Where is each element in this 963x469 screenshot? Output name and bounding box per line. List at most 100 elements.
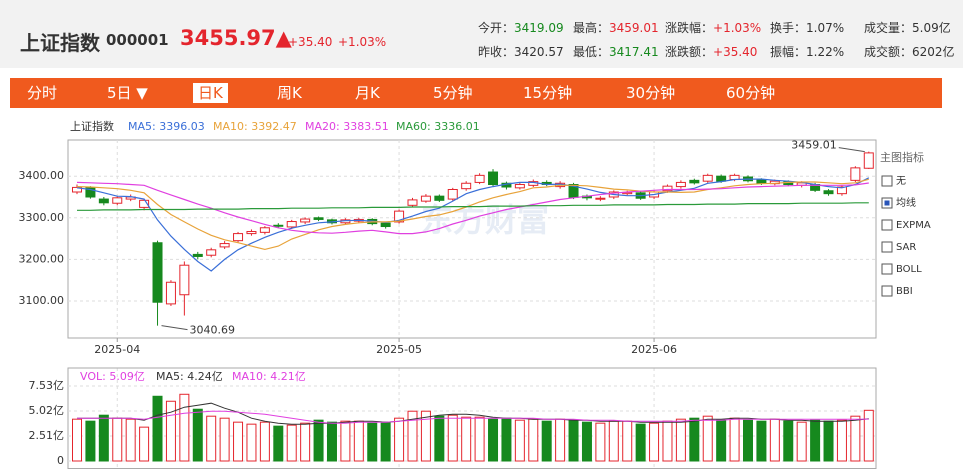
candle-body — [514, 184, 525, 189]
volume-bar — [206, 415, 217, 462]
volume-bar — [836, 419, 847, 462]
tab[interactable]: 分时 — [27, 84, 58, 102]
candle-body — [863, 152, 874, 169]
volume-bar — [743, 419, 753, 462]
volume-bar — [300, 422, 311, 462]
candle-body — [72, 186, 82, 193]
stat-label: 成交额： — [864, 45, 913, 59]
candle-body — [394, 210, 405, 223]
candle-body — [233, 233, 244, 242]
volume-bar — [555, 418, 566, 462]
volume-bar — [380, 421, 391, 462]
volume-bar — [501, 417, 512, 462]
candle-body — [595, 197, 606, 200]
checkbox[interactable] — [881, 175, 893, 187]
volume-bar — [635, 423, 646, 462]
volume-bar — [112, 417, 123, 462]
volume-ma-line — [77, 402, 869, 425]
volume-bar — [407, 410, 418, 462]
ma-line — [76, 181, 869, 235]
volume-bar — [125, 418, 136, 462]
tab[interactable]: 月K — [355, 84, 380, 102]
stat-value: 3419.09 — [514, 21, 564, 35]
tab[interactable]: 周K — [277, 84, 302, 102]
tab[interactable]: 15分钟 — [523, 84, 573, 102]
tab[interactable]: 60分钟 — [726, 84, 776, 102]
candle-body — [702, 174, 713, 182]
volume-bar — [863, 409, 874, 462]
volume-bar — [850, 415, 861, 462]
candle-body — [836, 186, 847, 195]
checkbox[interactable] — [881, 263, 893, 275]
stat: 今开：3419.09 — [478, 19, 564, 36]
stat: 昨收：3420.57 — [478, 43, 564, 60]
volume-bar — [796, 421, 807, 462]
stat-value: 1.22% — [806, 45, 845, 59]
volume-bar — [581, 421, 592, 462]
stat: 成交额：6202亿 — [864, 43, 955, 60]
volume-bar — [823, 420, 834, 462]
stat-label: 最高： — [573, 21, 610, 35]
volume-bar — [702, 415, 713, 462]
annotation-arrow — [161, 325, 188, 331]
candle-body — [380, 222, 391, 228]
volume-bar — [219, 417, 230, 462]
volume-bar — [434, 415, 445, 462]
tab[interactable]: 日K — [193, 83, 228, 103]
volume-bar — [622, 420, 633, 462]
candle-body — [219, 243, 230, 248]
change-pct: +1.03% — [338, 35, 387, 49]
volume-bar — [729, 417, 740, 462]
ma-line — [76, 177, 870, 272]
stat-value: 3420.57 — [514, 45, 564, 59]
legend-title: 上证指数 — [70, 119, 114, 133]
stat: 最低：3417.41 — [573, 43, 659, 60]
tab[interactable]: 5日 ▼ — [107, 84, 148, 102]
tab[interactable]: 5分钟 — [433, 84, 473, 102]
candle-body — [300, 218, 311, 223]
volume-bar — [595, 422, 606, 462]
legend-entry: MA5: 3396.03 — [128, 120, 205, 133]
volume-bar — [420, 410, 431, 462]
legend-entry: MA20: 3383.51 — [305, 120, 389, 133]
y-tick-label: 0 — [57, 454, 64, 467]
volume-bar — [608, 420, 619, 462]
candle-body — [206, 249, 217, 256]
y-tick-label: 2.51亿 — [29, 429, 65, 442]
stat: 最高：3459.01 — [573, 19, 659, 36]
stat-value: 3459.01 — [609, 21, 659, 35]
header: 上证指数 000001 3455.97▲ +35.40 +1.03% 今开：34… — [0, 0, 963, 68]
volume-bar — [139, 426, 150, 462]
tab[interactable]: 30分钟 — [626, 84, 676, 102]
checkbox[interactable] — [881, 241, 893, 253]
panel-title: 主图指标 — [880, 150, 924, 164]
ma-line — [77, 202, 869, 211]
volume-bar — [783, 420, 794, 462]
y-tick-label: 3100.00 — [19, 294, 65, 307]
stat: 换手：1.07% — [770, 19, 844, 36]
candle-body — [179, 264, 190, 296]
legend-entry: MA10: 3392.47 — [213, 120, 297, 133]
x-tick-label: 2025-04 — [94, 343, 140, 356]
candle-body — [823, 190, 834, 195]
y-tick-label: 3400.00 — [19, 169, 65, 182]
candle-body — [273, 224, 284, 227]
volume-bar — [514, 419, 525, 462]
volume-bar — [192, 408, 203, 462]
candle-body — [165, 281, 176, 305]
checkbox[interactable] — [881, 285, 893, 297]
checkbox-label: BOLL — [896, 264, 922, 275]
volume-bar — [568, 419, 579, 462]
volume-bar — [340, 420, 351, 462]
volume-bar — [326, 421, 337, 462]
stat: 涨跌额：+35.40 — [665, 43, 757, 60]
legend-entry: MA5: 4.24亿 — [156, 370, 223, 383]
candle-body — [407, 199, 418, 206]
stat-value: 6202亿 — [912, 45, 955, 59]
checkbox[interactable] — [881, 219, 893, 231]
stat: 振幅：1.22% — [770, 43, 844, 60]
stat-label: 成交量： — [864, 21, 913, 35]
stat-value: +35.40 — [713, 45, 758, 59]
